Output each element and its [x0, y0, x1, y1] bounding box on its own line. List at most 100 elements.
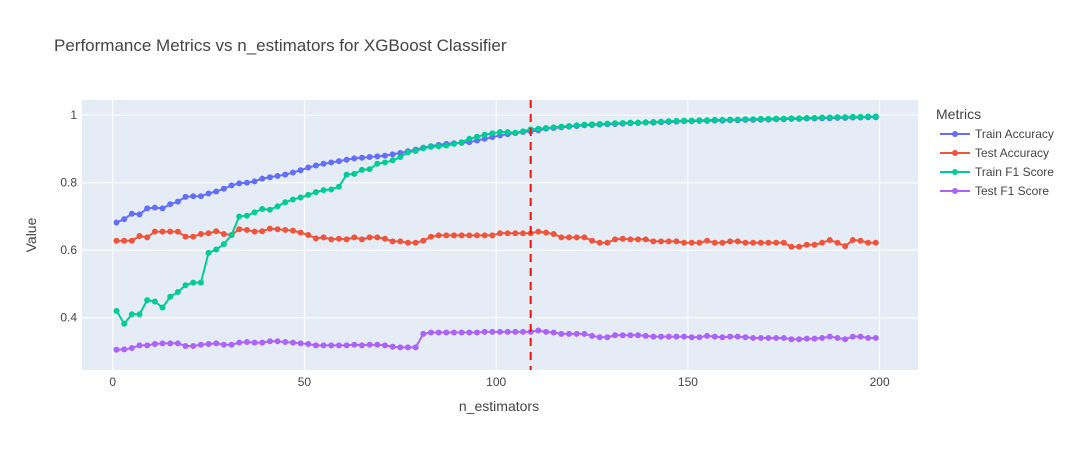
data-point [872, 239, 879, 246]
data-point [504, 230, 511, 237]
data-point [481, 328, 488, 335]
data-point [604, 120, 611, 127]
data-point [635, 332, 642, 339]
data-point [282, 171, 289, 178]
data-point [236, 339, 243, 346]
data-point [642, 236, 649, 243]
data-point [404, 239, 411, 246]
data-point [865, 334, 872, 341]
data-point [681, 117, 688, 124]
data-point [512, 230, 519, 237]
data-point [305, 341, 312, 348]
data-point [819, 239, 826, 246]
data-point [397, 238, 404, 245]
data-point [397, 344, 404, 351]
data-point [596, 239, 603, 246]
data-point [427, 233, 434, 240]
x-tick-label: 200 [870, 375, 890, 389]
data-point [834, 334, 841, 341]
legend-item-train-accuracy[interactable]: Train Accuracy [940, 127, 1054, 141]
legend-label: Test Accuracy [975, 146, 1049, 160]
legend-item-test-f1-score[interactable]: Test F1 Score [940, 184, 1049, 198]
data-point [566, 330, 573, 337]
data-point [266, 338, 273, 345]
data-point [128, 237, 135, 244]
data-point [581, 234, 588, 241]
data-point [374, 341, 381, 348]
data-point [435, 232, 442, 239]
data-point [412, 147, 419, 154]
data-point [251, 339, 258, 346]
data-point [673, 117, 680, 124]
data-point [627, 119, 634, 126]
data-point [205, 230, 212, 237]
data-point [550, 230, 557, 237]
legend-label: Train Accuracy [975, 127, 1054, 141]
data-point [274, 203, 281, 210]
data-point [612, 236, 619, 243]
data-point [243, 226, 250, 233]
data-point [688, 239, 695, 246]
data-point [589, 237, 596, 244]
data-point [328, 159, 335, 166]
data-point [144, 297, 151, 304]
data-point [228, 232, 235, 238]
data-point [205, 341, 212, 348]
data-point [543, 328, 550, 335]
data-point [320, 160, 327, 167]
legend-item-train-f1-score[interactable]: Train F1 Score [940, 165, 1054, 179]
data-point [842, 243, 849, 250]
data-point [144, 234, 151, 241]
y-axis-ticks: 0.4 0.6 0.8 1 [60, 108, 77, 325]
data-point [366, 341, 373, 348]
legend-item-test-accuracy[interactable]: Test Accuracy [940, 146, 1049, 160]
data-point [159, 228, 166, 235]
data-point [535, 125, 542, 132]
data-point [665, 118, 672, 125]
data-point [182, 193, 189, 200]
data-point [796, 115, 803, 122]
data-point [412, 344, 419, 351]
data-point [581, 121, 588, 128]
data-point [121, 346, 128, 353]
data-point [612, 120, 619, 127]
data-point [826, 237, 833, 244]
data-point [435, 329, 442, 336]
data-point [220, 185, 227, 192]
data-point [811, 241, 818, 248]
data-point [404, 344, 411, 351]
chart-title: Performance Metrics vs n_estimators for … [54, 36, 507, 55]
data-point [159, 304, 166, 311]
data-point [665, 333, 672, 340]
data-point [520, 328, 527, 335]
data-point [642, 332, 649, 339]
data-point [351, 341, 358, 348]
data-point [374, 153, 381, 160]
data-point [573, 330, 580, 337]
x-axis-title: n_estimators [459, 398, 539, 414]
data-point [289, 169, 296, 176]
data-point [174, 289, 181, 296]
data-point [190, 343, 197, 350]
data-point [727, 333, 734, 340]
y-tick-label: 0.4 [60, 311, 77, 325]
series-line-test-accuracy [116, 227, 876, 248]
data-point [512, 129, 519, 136]
data-point [182, 282, 189, 289]
data-point [343, 236, 350, 243]
data-point [358, 342, 365, 349]
data-point [796, 336, 803, 343]
data-point [497, 129, 503, 136]
data-point [481, 131, 488, 138]
data-point [151, 298, 158, 305]
data-point [297, 340, 304, 347]
data-point [596, 120, 603, 127]
legend-title: Metrics [936, 106, 981, 122]
data-point [128, 311, 135, 318]
data-point [742, 116, 749, 123]
data-point [274, 338, 281, 345]
y-tick-label: 1 [70, 108, 77, 122]
data-point [213, 246, 220, 253]
data-point [443, 232, 450, 239]
data-point [182, 233, 189, 240]
